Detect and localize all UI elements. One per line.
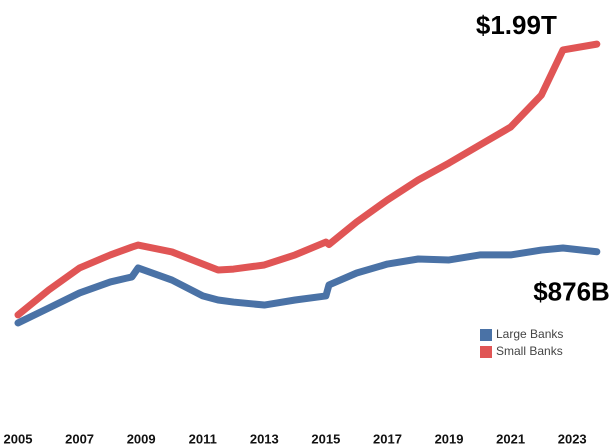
- x-tick-label: 2021: [496, 431, 525, 446]
- x-tick-label: 2019: [435, 431, 464, 446]
- x-tick-label: 2013: [250, 431, 279, 446]
- legend-label: Small Banks: [496, 344, 563, 358]
- x-tick-label: 2005: [4, 431, 33, 446]
- x-tick-label: 2011: [189, 431, 217, 446]
- annotation: $1.99T: [476, 10, 557, 40]
- x-tick-label: 2015: [311, 431, 340, 446]
- legend-swatch: [480, 346, 492, 358]
- x-tick-label: 2007: [65, 431, 94, 446]
- legend-label: Large Banks: [496, 327, 563, 341]
- series-line: [14, 40, 601, 319]
- series-line: [14, 244, 601, 327]
- x-tick-label: 2017: [373, 431, 402, 446]
- x-tick-label: 2023: [558, 431, 587, 446]
- x-tick-label: 2009: [127, 431, 156, 446]
- legend-swatch: [480, 329, 492, 341]
- annotation: $876B: [533, 277, 610, 307]
